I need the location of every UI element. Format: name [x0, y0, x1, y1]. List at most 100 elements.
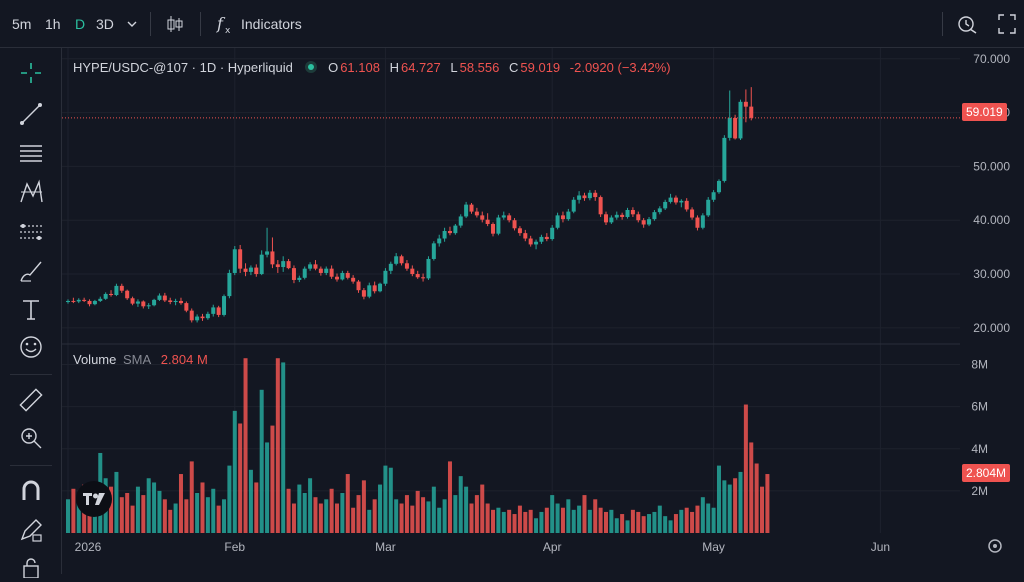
- volume-bar: [539, 511, 544, 533]
- candle-body: [679, 200, 684, 203]
- candle-body: [87, 300, 92, 305]
- emoji-icon[interactable]: [14, 332, 48, 362]
- volume-bar: [598, 507, 603, 533]
- candle-body: [378, 283, 383, 292]
- candle-body: [157, 295, 162, 300]
- ruler-icon[interactable]: [14, 385, 48, 415]
- volume-bar: [733, 478, 738, 533]
- volume-bar: [211, 488, 216, 533]
- candle-body: [254, 267, 259, 275]
- time-axis[interactable]: 2026 Feb Mar Apr May Jun: [75, 540, 890, 554]
- replay-icon[interactable]: [956, 12, 978, 36]
- volume-bar: [480, 484, 485, 533]
- volume-bar: [587, 509, 592, 533]
- candle-body: [270, 251, 275, 265]
- volume-bar: [507, 509, 512, 533]
- volume-bar: [114, 471, 119, 533]
- candle-body: [577, 195, 582, 200]
- crosshair-icon[interactable]: [14, 58, 48, 88]
- market-status-icon: [305, 61, 318, 73]
- zoom-icon[interactable]: [14, 423, 48, 453]
- candle-body: [614, 214, 619, 218]
- volume-bar: [340, 492, 345, 533]
- volume-bar: [668, 520, 673, 533]
- volume-bar: [571, 509, 576, 533]
- candle-body: [673, 197, 678, 203]
- candle-body: [534, 241, 539, 245]
- candle-body: [560, 215, 565, 220]
- candle-body: [426, 258, 431, 279]
- fullscreen-icon[interactable]: [997, 12, 1017, 36]
- volume-bar: [625, 520, 630, 533]
- trendline-icon[interactable]: [14, 99, 48, 129]
- pattern-icon[interactable]: [14, 177, 48, 207]
- lock-draw-icon[interactable]: [14, 515, 48, 545]
- chevron-down-icon[interactable]: [126, 12, 138, 36]
- volume-sma-tag: 2.804M: [962, 464, 1011, 482]
- candle-body: [620, 214, 625, 217]
- volume-bar: [227, 465, 232, 533]
- volume-axis[interactable]: 2M 4M 6M 8M: [971, 358, 988, 498]
- volume-bar: [410, 505, 415, 533]
- price-tick-label: 20.000: [973, 321, 1010, 335]
- text-icon[interactable]: [14, 294, 48, 324]
- candle-body: [636, 214, 641, 221]
- volume-label[interactable]: Volume: [73, 352, 117, 367]
- candle-body: [469, 204, 474, 212]
- volume-bar: [76, 501, 81, 533]
- lock-icon[interactable]: [14, 552, 48, 582]
- forecast-icon[interactable]: [14, 217, 48, 247]
- volume-bar: [657, 505, 662, 533]
- candle-body: [695, 217, 700, 228]
- candle-body: [431, 243, 436, 259]
- volume-bar: [71, 488, 76, 533]
- symbol-title[interactable]: HYPE/USDC-@107 · 1D · Hyperliquid: [73, 60, 293, 75]
- candle-body: [743, 101, 748, 107]
- candle-body: [248, 267, 253, 272]
- candle-body: [690, 209, 695, 218]
- candle-body: [716, 180, 721, 193]
- volume-bar: [415, 490, 420, 533]
- candle-body: [647, 219, 652, 225]
- candle-body: [394, 256, 399, 264]
- volume-bar: [109, 486, 114, 533]
- candle-body: [437, 238, 442, 244]
- volume-bar: [318, 503, 323, 533]
- volume-bar: [738, 471, 743, 533]
- candle-type-icon[interactable]: [164, 12, 186, 36]
- indicators-button[interactable]: Indicators: [241, 16, 302, 32]
- interval-3d[interactable]: 3D: [96, 16, 114, 32]
- tradingview-logo-icon[interactable]: [76, 481, 112, 517]
- axis-settings-icon[interactable]: [988, 539, 1002, 553]
- volume-bar: [700, 497, 705, 533]
- chart-grid: [62, 48, 960, 533]
- volume-bar: [652, 511, 657, 533]
- volume-bar: [388, 467, 393, 533]
- candle-body: [238, 249, 243, 269]
- candle-body: [539, 236, 544, 242]
- candle-body: [388, 263, 393, 271]
- candle-body: [749, 106, 754, 118]
- fib-icon[interactable]: [14, 139, 48, 169]
- interval-d[interactable]: D: [75, 16, 86, 32]
- volume-bar: [356, 495, 361, 533]
- volume-bar: [641, 516, 646, 533]
- volume-bar: [399, 503, 404, 533]
- candle-body: [281, 261, 286, 268]
- candle-body: [141, 301, 146, 307]
- interval-5m[interactable]: 5m: [12, 16, 32, 32]
- interval-1h[interactable]: 1h: [45, 16, 61, 32]
- change-value: -2.0920 (−3.42%): [569, 60, 671, 75]
- close-label: C: [509, 60, 519, 75]
- magnet-icon[interactable]: [14, 476, 48, 506]
- volume-bar: [534, 518, 539, 533]
- candle-body: [571, 199, 576, 212]
- volume-bar: [168, 509, 173, 533]
- candle-body: [302, 268, 307, 278]
- last-price-tag: 59.019: [962, 103, 1007, 121]
- brush-icon[interactable]: [14, 256, 48, 286]
- candle-body: [200, 316, 205, 319]
